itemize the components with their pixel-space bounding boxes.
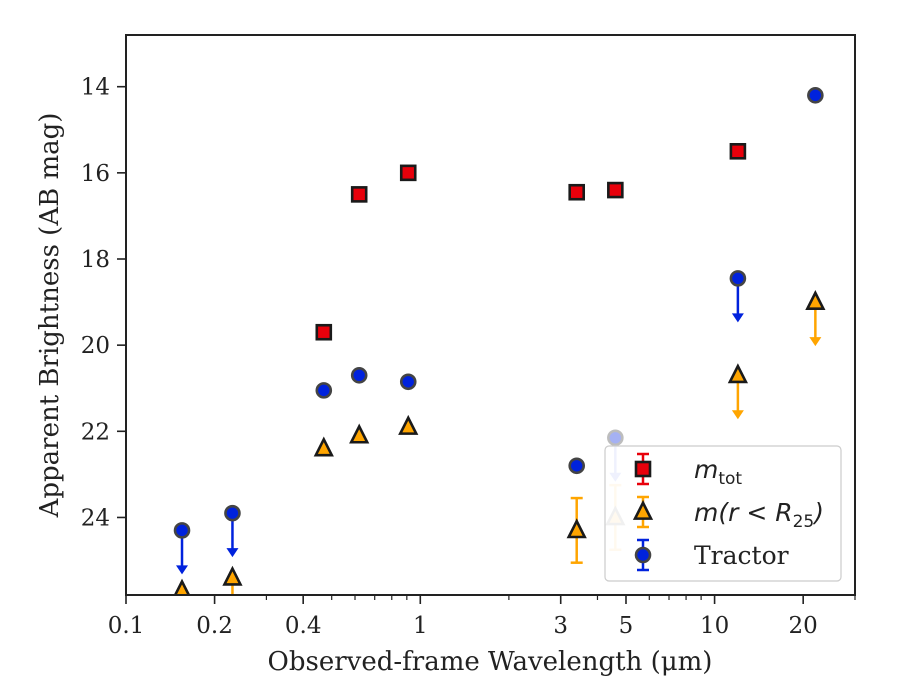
upper-limit-arrow-head (731, 313, 744, 323)
legend-label-subscript: 25 (793, 512, 815, 532)
upper-limit-arrow-head (176, 626, 188, 635)
circle-marker (224, 504, 241, 522)
legend-label-text: m (694, 498, 718, 527)
circle-marker (807, 87, 824, 104)
triangle-point (566, 496, 587, 564)
circle-marker (173, 522, 191, 539)
circle-point (729, 270, 747, 323)
upper-limit-arrow-head (226, 548, 239, 558)
upper-limit-arrow-head (731, 410, 744, 420)
legend-label: mtot (694, 455, 742, 489)
square-marker (315, 323, 333, 341)
circle-marker (350, 367, 368, 384)
triangle-marker (398, 414, 419, 435)
legend-entry: Tractor (634, 538, 789, 572)
triangle-point (313, 436, 334, 457)
square-point (729, 143, 747, 160)
series-square (315, 143, 747, 341)
triangle-marker (566, 518, 587, 539)
triangle-marker (727, 363, 749, 384)
x-tick-label: 1 (413, 613, 428, 639)
y-tick-label: 24 (81, 505, 110, 531)
square-marker (399, 164, 417, 182)
x-tick-label: 5 (619, 613, 634, 639)
square-marker (350, 186, 368, 203)
y-tick-label: 22 (81, 419, 110, 445)
triangle-point (222, 565, 243, 595)
triangle-marker (805, 289, 826, 311)
square-point (315, 323, 333, 341)
square-marker (607, 181, 624, 199)
y-tick-label: 18 (81, 247, 110, 273)
square-point (350, 186, 368, 203)
triangle-point (173, 578, 191, 635)
triangle-marker (173, 578, 191, 595)
x-tick-label: 10 (700, 613, 729, 639)
circle-marker (607, 429, 624, 447)
triangle-point (727, 363, 749, 420)
circle-point (350, 367, 368, 384)
series-circle (173, 87, 824, 575)
square-marker (729, 143, 747, 160)
legend-label: m(r < R25) (694, 498, 824, 532)
circle-point (568, 457, 586, 475)
triangle-point (805, 289, 826, 347)
x-tick-label: 20 (789, 613, 818, 639)
upper-limit-arrow-head (176, 565, 189, 575)
circle-marker (315, 382, 333, 399)
y-tick-label: 16 (81, 161, 110, 187)
circle-marker (568, 457, 586, 475)
circle-point (315, 382, 333, 399)
triangle-point (349, 423, 370, 444)
x-axis-title: Observed-frame Wavelength (μm) (268, 647, 713, 677)
legend-entry: mtot (634, 452, 742, 489)
circle-point (224, 504, 241, 558)
circle-marker (399, 373, 417, 391)
circle-point (807, 87, 824, 104)
y-axis-title: Apparent Brightness (AB mag) (35, 113, 65, 519)
legend-label-subscript: tot (718, 469, 742, 489)
legend-label-text: m (694, 455, 718, 484)
circle-marker (729, 270, 747, 287)
legend-circle-marker (634, 546, 652, 564)
plot-frame (125, 34, 856, 596)
triangle-marker (222, 565, 243, 586)
axes: 0.1 0.2 0.4 1 3 5 10 20 14 16 18 20 22 24 (81, 75, 856, 639)
circle-point (173, 522, 191, 575)
legend-box (604, 445, 842, 582)
legend-label-text: (r < R (718, 498, 792, 527)
triangle-point (398, 414, 419, 435)
legend-square-marker (634, 460, 652, 478)
triangle-marker (349, 423, 370, 444)
legend-entry: m(r < R25) (632, 495, 824, 532)
legend-triangle-marker (632, 499, 654, 520)
y-tick-label: 20 (81, 333, 110, 359)
circle-point (399, 373, 417, 391)
x-tick-label: 0.2 (196, 613, 233, 639)
triangle-marker (313, 436, 334, 457)
x-tick-label: 0.1 (108, 613, 145, 639)
legend-label: Tractor (694, 541, 789, 570)
square-point (568, 183, 586, 201)
square-marker (568, 183, 586, 201)
x-tick-label: 0.4 (285, 613, 322, 639)
square-point (399, 164, 417, 182)
y-tick-label: 14 (81, 75, 110, 101)
legend-label-text: ) (812, 498, 824, 527)
x-tick-label: 3 (553, 613, 568, 639)
upper-limit-arrow-head (809, 337, 822, 347)
square-point (607, 181, 624, 199)
